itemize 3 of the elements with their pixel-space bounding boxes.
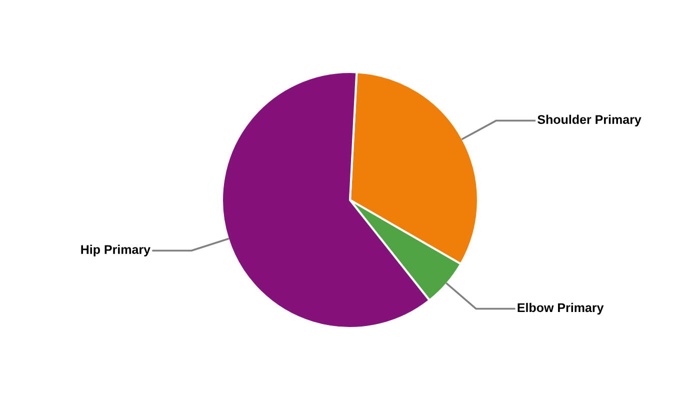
slice-label: Hip Primary (81, 244, 150, 256)
slice-label: Elbow Primary (518, 302, 604, 315)
slice-label: Shoulder Primary (538, 114, 642, 126)
